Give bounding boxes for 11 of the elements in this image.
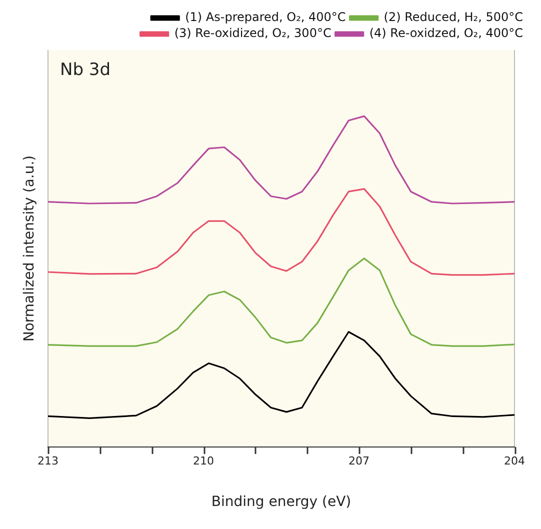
- legend-label: (4) Re-oxidzed, O₂, 400°C: [369, 26, 524, 40]
- legend-label: (1) As-prepared, O₂, 400°C: [185, 10, 346, 24]
- legend-label: (2) Reduced, H₂, 500°C: [384, 10, 524, 24]
- y-axis-title: Normalized intensity (a.u.): [22, 155, 38, 342]
- x-tick-label: 207: [348, 454, 370, 468]
- legend-label: (3) Re-oxidized, O₂, 300°C: [174, 26, 332, 40]
- x-axis-title: Binding energy (eV): [211, 494, 352, 510]
- x-tick-label: 204: [504, 454, 525, 468]
- x-tick-label: 213: [38, 454, 58, 468]
- text: Nb 3d: [60, 60, 111, 80]
- x-tick-label: 210: [193, 454, 214, 468]
